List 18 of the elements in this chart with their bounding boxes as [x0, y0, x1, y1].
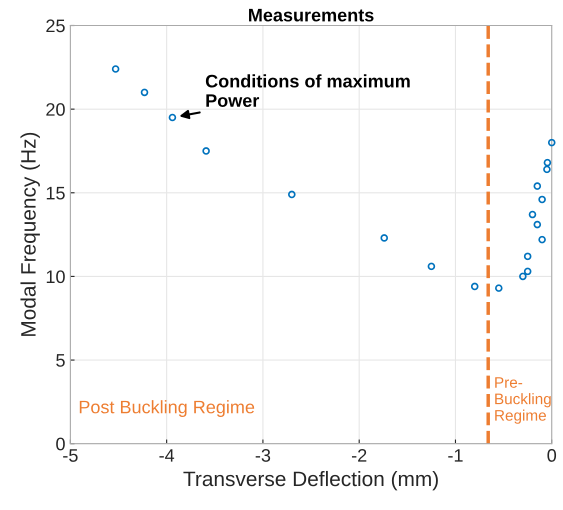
y-tick-label: 25: [46, 19, 65, 32]
x-tick-label: -1: [448, 449, 463, 462]
y-tick-label: 10: [46, 270, 65, 284]
annotation: Post Buckling Regime: [80, 400, 254, 417]
x-tick-label: -3: [256, 449, 270, 462]
y-tick-label: 5: [56, 354, 65, 367]
y-tick-label: 0: [56, 438, 65, 450]
x-tick-label: -5: [63, 449, 78, 462]
y-tick-label: 20: [46, 103, 65, 116]
annotation: Pre- Buckling Regime: [495, 377, 551, 424]
chart-title: Measurements: [249, 8, 374, 22]
y-tick-label: 15: [46, 186, 65, 200]
x-axis-title: Transverse Deflection (mm): [183, 470, 438, 490]
x-tick-label: -4: [159, 449, 174, 462]
annotation: Conditions of maximum Power: [206, 74, 410, 107]
x-tick-label: 0: [547, 449, 556, 462]
y-axis-title: Modal Frequency (Hz): [20, 132, 40, 336]
x-tick-label: -2: [352, 449, 366, 462]
